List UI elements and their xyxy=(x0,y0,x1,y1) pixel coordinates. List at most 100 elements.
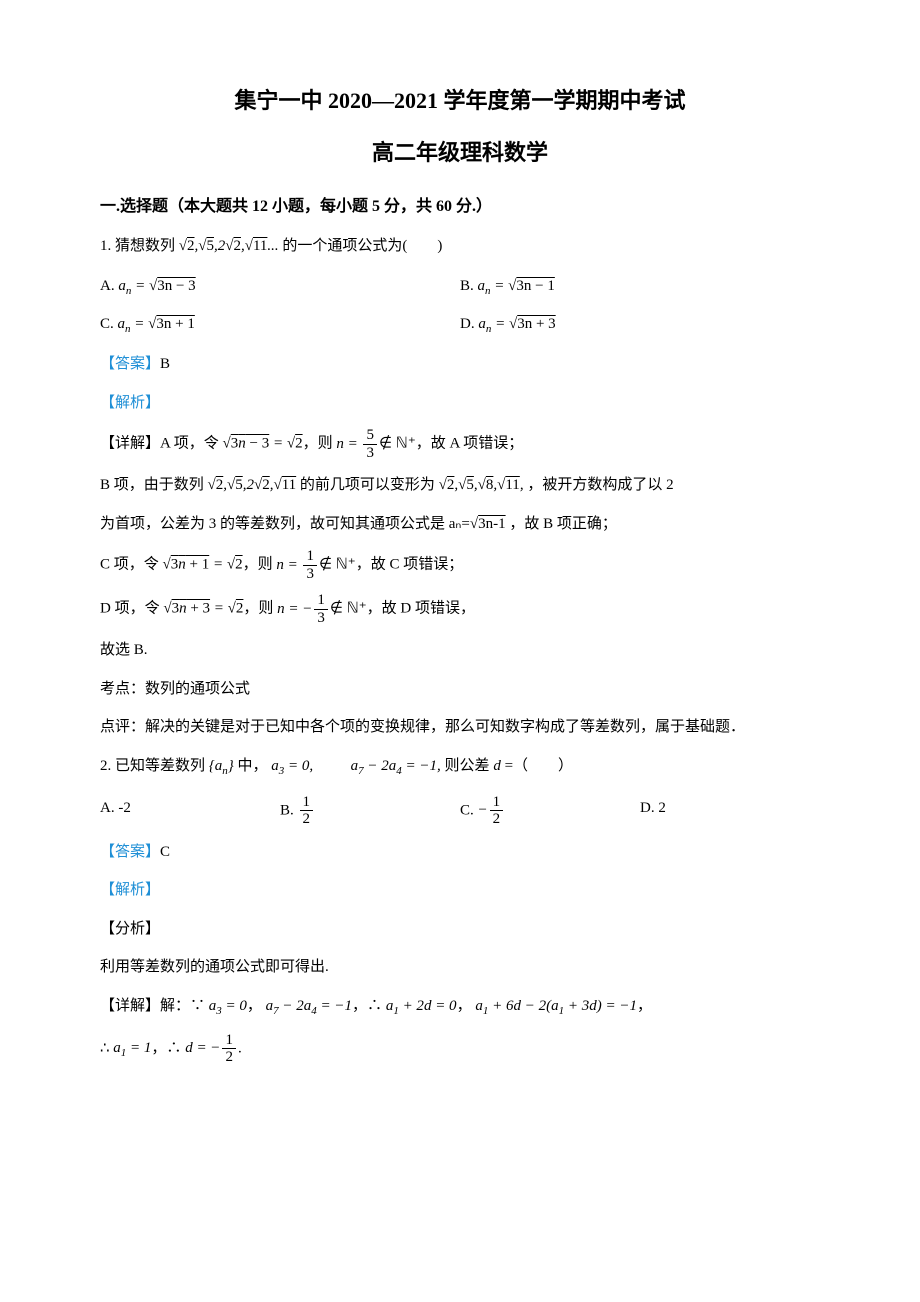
q2-optC-neg: − xyxy=(478,802,488,818)
q2-detail: 【详解】解：∵ a3 = 0 ， a7 − 2a4 = −1，∴ a1 + 2d … xyxy=(100,992,820,1022)
q1-stem: 1. 猜想数列 √2,√5,2√2,√11... 的一个通项公式为( ) xyxy=(100,232,820,261)
q1-detD-eq: √3n + 3 = √2 xyxy=(163,601,243,617)
q2-stem-post: 则公差 d =（ ） xyxy=(445,758,573,774)
q2-set: {an} xyxy=(209,758,234,774)
q2-answer-text: C xyxy=(160,844,170,860)
detail-label: 【详解】 xyxy=(100,436,160,452)
q1-detail-B2: 为首项，公差为 3 的等差数列，故可知其通项公式是 aₙ=√3n-1 ，故 B … xyxy=(100,510,820,539)
q1-detB-mid: 的前几项可以变形为 xyxy=(300,477,435,493)
q1-topic: 考点：数列的通项公式 xyxy=(100,675,820,704)
q2-option-a: A. -2 xyxy=(100,794,280,828)
q2-detail-label: 【详解】 xyxy=(100,998,160,1014)
q1-answer-text: B xyxy=(160,356,170,372)
q2-analysis-label: 【解析】 xyxy=(100,882,160,898)
q1-detail-C: C 项，令 √3n + 1 = √2，则 n = 13∉ ℕ⁺，故 C 项错误； xyxy=(100,548,820,582)
q1-detB-post: ，被开方数构成了以 2 xyxy=(527,477,673,493)
q2-fenxi-label: 【分析】 xyxy=(100,921,160,937)
q1-detA-post: ，故 A 项错误； xyxy=(416,436,524,452)
q1-detB-seq: √2,√5,2√2,√11 xyxy=(208,477,297,493)
answer-label: 【答案】 xyxy=(100,356,160,372)
q2-optC-label: C. xyxy=(460,802,474,818)
q1-conclude: 故选 B. xyxy=(100,636,820,665)
q2-option-d: D. 2 xyxy=(640,794,820,828)
q1-detA-n: n = 53 xyxy=(336,436,379,452)
q1-detC-post: ∉ ℕ⁺，故 C 项错误； xyxy=(319,557,463,573)
q2-l2-pre: ∴ xyxy=(100,1040,110,1056)
q1-detC-n: n = 13 xyxy=(276,557,319,573)
q1-detail-B: B 项，由于数列 √2,√5,2√2,√11 的前几项可以变形为 √2,√5,√… xyxy=(100,471,820,500)
q1-detA-eq: √3n − 3 = √2 xyxy=(223,436,303,452)
q1-detC-mid: ，则 xyxy=(243,557,273,573)
q2-l2-eq2: d = −12 xyxy=(185,1040,238,1056)
q1-optB-label: B. xyxy=(460,278,474,294)
q2-optD-val: 2 xyxy=(658,800,666,816)
q1-detA-pre: A 项，令 xyxy=(160,436,219,452)
q2-det-pre: 解：∵ xyxy=(160,998,205,1014)
q2-optB-frac: 12 xyxy=(298,802,316,818)
q1-option-d: D. an = √3n + 3 xyxy=(460,310,820,340)
q1-detA-notin: ∉ ℕ⁺ xyxy=(379,436,416,452)
q1-optB-math: an = √3n − 1 xyxy=(478,278,555,294)
q2-gap xyxy=(317,758,347,774)
q2-det-eq3: a1 + 2d = 0 xyxy=(386,998,457,1014)
q1-option-a: A. an = √3n − 3 xyxy=(100,272,460,302)
q1-optA-label: A. xyxy=(100,278,115,294)
q2-optA-val: -2 xyxy=(118,800,131,816)
q2-detail-line2: ∴ a1 = 1，∴ d = −12. xyxy=(100,1032,820,1066)
q1-optC-label: C. xyxy=(100,316,114,332)
q1-detD-n: n = −13 xyxy=(277,601,330,617)
q2-c2: ，∴ xyxy=(352,998,382,1014)
q2-l2-c1: ，∴ xyxy=(151,1040,181,1056)
q1-option-c: C. an = √3n + 1 xyxy=(100,310,460,340)
q2-option-c: C. −12 xyxy=(460,794,640,828)
q2-number: 2. xyxy=(100,758,111,774)
q1-detD-mid: ，则 xyxy=(243,601,273,617)
q2-optB-label: B. xyxy=(280,802,294,818)
q2-optD-label: D. xyxy=(640,800,655,816)
q2-det-eq2: a7 − 2a4 = −1 xyxy=(266,998,352,1014)
q2-stem: 2. 已知等差数列 {an} 中， a3 = 0, a7 − 2a4 = −1,… xyxy=(100,752,820,782)
exam-title-line2: 高二年级理科数学 xyxy=(100,132,820,174)
q2-answer: 【答案】C xyxy=(100,838,820,867)
q1-detD-pre: D 项，令 xyxy=(100,601,160,617)
q1-optC-math: an = √3n + 1 xyxy=(118,316,195,332)
exam-title-line1: 集宁一中 2020—2021 学年度第一学期期中考试 xyxy=(100,80,820,122)
q1-detA-mid: ，则 xyxy=(303,436,333,452)
q1-detB-sqrt: √3n-1 xyxy=(470,516,506,532)
q1-detail-D: D 项，令 √3n + 3 = √2，则 n = −13∉ ℕ⁺，故 D 项错误… xyxy=(100,592,820,626)
q2-fenxi: 【分析】 xyxy=(100,915,820,944)
q2-l2-end: . xyxy=(238,1040,242,1056)
q1-answer: 【答案】B xyxy=(100,350,820,379)
q1-stem-post: 的一个通项公式为( ) xyxy=(282,238,442,254)
q1-detB-seq2: √2,√5,√8,√11, xyxy=(439,477,524,493)
q1-stem-pre: 猜想数列 xyxy=(115,238,175,254)
q1-options-row2: C. an = √3n + 1 D. an = √3n + 3 xyxy=(100,310,820,340)
q2-c4: ， xyxy=(637,998,652,1014)
q1-number: 1. xyxy=(100,238,111,254)
q2-a7: a7 − 2a4 = −1, xyxy=(351,758,441,774)
q1-detB-end: ，故 B 项正确； xyxy=(506,516,617,532)
q1-detB-pre: B 项，由于数列 xyxy=(100,477,204,493)
q1-detB-l2: 为首项，公差为 3 的等差数列，故可知其通项公式是 aₙ= xyxy=(100,516,470,532)
q1-detD-post: ∉ ℕ⁺，故 D 项错误， xyxy=(330,601,475,617)
q2-answer-label: 【答案】 xyxy=(100,844,160,860)
q1-comment: 点评：解决的关键是对于已知中各个项的变换规律，那么可知数字构成了等差数列，属于基… xyxy=(100,713,820,742)
q1-detail-A: 【详解】A 项，令 √3n − 3 = √2，则 n = 53∉ ℕ⁺，故 A … xyxy=(100,427,820,461)
section-header: 一.选择题（本大题共 12 小题，每小题 5 分，共 60 分.） xyxy=(100,192,820,222)
q1-optA-math: an = √3n − 3 xyxy=(118,278,195,294)
q1-options-row1: A. an = √3n − 3 B. an = √3n − 1 xyxy=(100,272,820,302)
q2-det-eq1: a3 = 0 xyxy=(209,998,247,1014)
q2-fenxi-text: 利用等差数列的通项公式即可得出. xyxy=(100,953,820,982)
q2-options: A. -2 B. 12 C. −12 D. 2 xyxy=(100,794,820,828)
analysis-label: 【解析】 xyxy=(100,395,160,411)
q1-optD-math: an = √3n + 3 xyxy=(478,316,555,332)
q2-optA-label: A. xyxy=(100,800,115,816)
q1-detC-eq: √3n + 1 = √2 xyxy=(163,557,243,573)
q2-stem-pre: 已知等差数列 xyxy=(115,758,205,774)
q2-stem-mid1: 中， xyxy=(238,758,268,774)
q2-option-b: B. 12 xyxy=(280,794,460,828)
q1-analysis: 【解析】 xyxy=(100,389,820,418)
q2-det-eq4: a1 + 6d − 2(a1 + 3d) = −1 xyxy=(475,998,637,1014)
q1-stem-seq: √2,√5,2√2,√11... xyxy=(179,238,279,254)
q2-a3: a3 = 0, xyxy=(271,758,313,774)
